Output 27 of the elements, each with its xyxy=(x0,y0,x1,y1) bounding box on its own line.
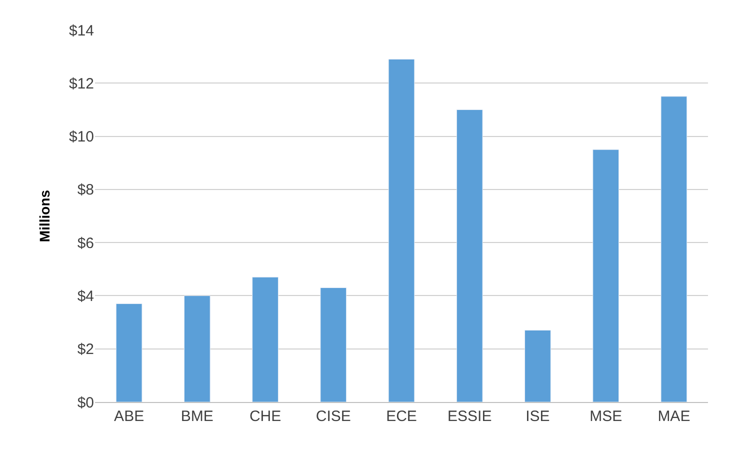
y-tick-label: $12 xyxy=(68,75,94,92)
y-tick-label: $2 xyxy=(77,341,94,358)
y-tick-label: $0 xyxy=(77,394,94,412)
x-tick-label: ESSIE xyxy=(448,408,492,425)
x-tick-label: ECE xyxy=(386,408,417,425)
x-tick-label: CISE xyxy=(316,408,351,425)
bar xyxy=(524,330,551,402)
bar xyxy=(184,295,210,402)
x-tick-label: MSE xyxy=(590,408,622,425)
x-tick-label: MAE xyxy=(658,408,690,425)
y-tick-label: $4 xyxy=(77,288,94,305)
bar xyxy=(116,303,142,402)
y-tick-label: $6 xyxy=(77,234,94,252)
bar xyxy=(252,276,278,402)
y-tick-label: $8 xyxy=(77,182,94,199)
y-axis-title: Millions xyxy=(36,190,53,242)
bar xyxy=(456,109,483,402)
y-tick-label: $10 xyxy=(68,128,94,146)
x-tick-label: ABE xyxy=(114,408,144,425)
bar xyxy=(660,96,688,402)
bar xyxy=(320,287,347,402)
y-tick-label: $14 xyxy=(68,22,94,40)
x-tick-label: ISE xyxy=(526,408,550,425)
bar xyxy=(388,58,415,402)
x-tick-label: CHE xyxy=(249,408,282,425)
x-tick-label: BME xyxy=(180,408,214,425)
bar xyxy=(592,149,620,402)
